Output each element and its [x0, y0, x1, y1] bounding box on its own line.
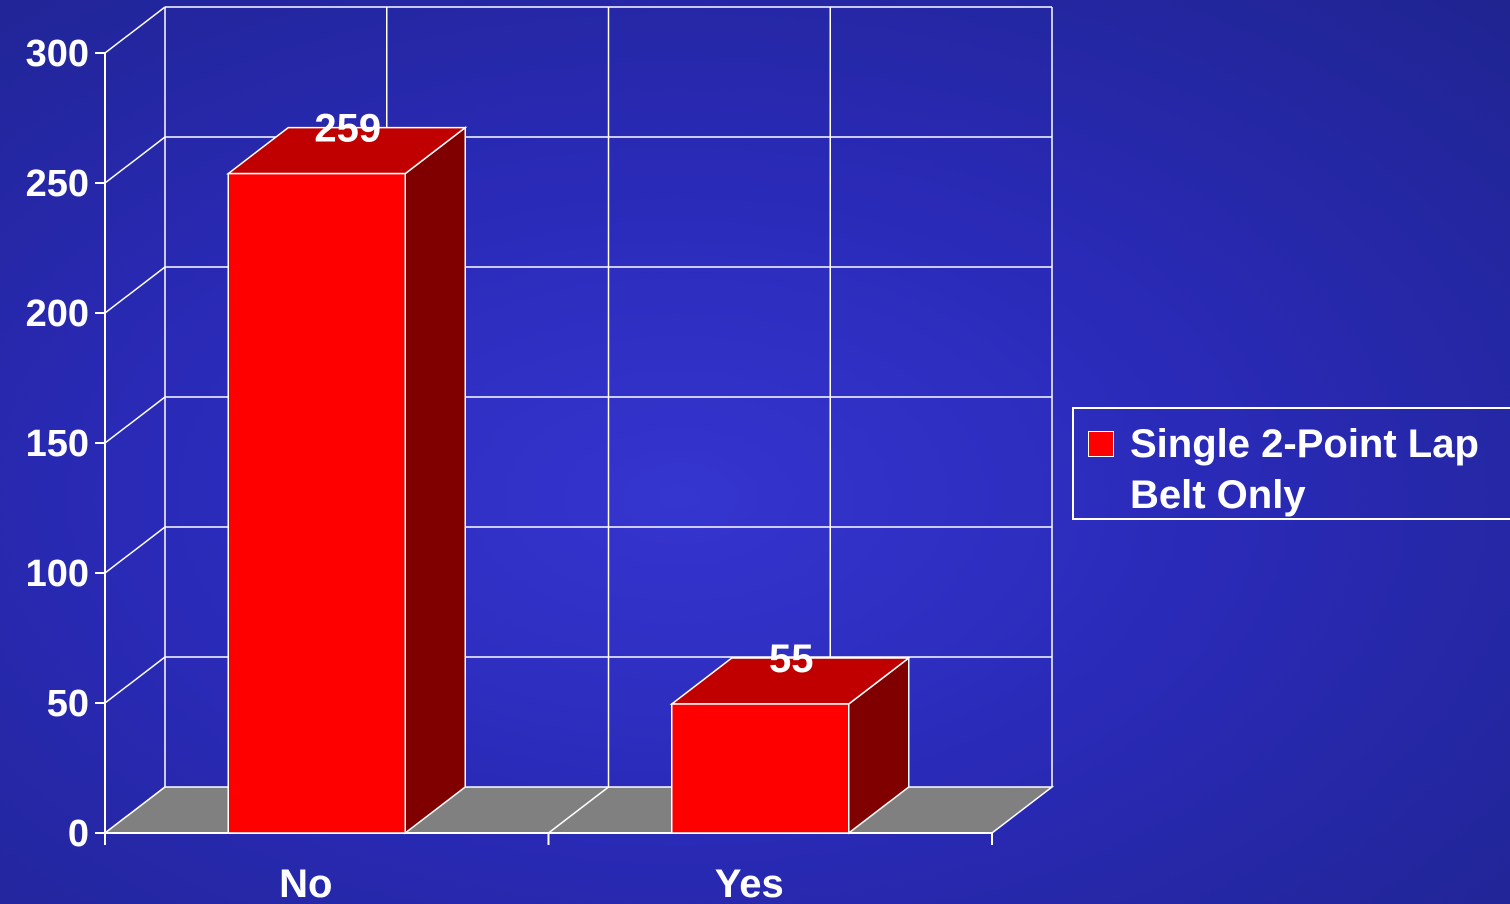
- y-tick-label: 0: [68, 813, 89, 855]
- data-label-yes: 55: [769, 637, 814, 681]
- bar-layer: [226, 126, 911, 835]
- x-tick-label-no: No: [279, 862, 332, 904]
- gridline-wall: [104, 526, 166, 574]
- y-tick-label: 300: [26, 33, 89, 75]
- gridline-wall: [104, 266, 166, 314]
- x-tick-label-yes: Yes: [715, 862, 784, 904]
- bar-no: [227, 172, 406, 834]
- gridline-wall: [104, 6, 166, 54]
- gridline-wall: [104, 656, 166, 704]
- legend-label: Single 2-Point Lap Belt Only: [1130, 419, 1510, 521]
- y-tick-label: 200: [26, 293, 89, 335]
- legend: Single 2-Point Lap Belt Only: [1072, 407, 1510, 520]
- legend-label-line1: Single 2-Point Lap: [1130, 422, 1479, 466]
- bar-side-no: [404, 126, 466, 835]
- label-layer: 0 50 100 150 200 250 300 259 No 55 Yes: [26, 33, 814, 904]
- gridline-wall: [104, 396, 166, 444]
- y-tick-label: 100: [26, 553, 89, 595]
- y-tick-label: 250: [26, 163, 89, 205]
- data-label-no: 259: [314, 107, 381, 151]
- floor-divider: [548, 786, 609, 834]
- y-tick-label: 150: [26, 423, 89, 465]
- gridline-wall: [104, 136, 166, 184]
- legend-swatch: [1088, 431, 1114, 457]
- y-tick-label: 50: [47, 683, 89, 725]
- legend-label-line2: Belt Only: [1130, 473, 1306, 517]
- bar-yes: [671, 703, 850, 834]
